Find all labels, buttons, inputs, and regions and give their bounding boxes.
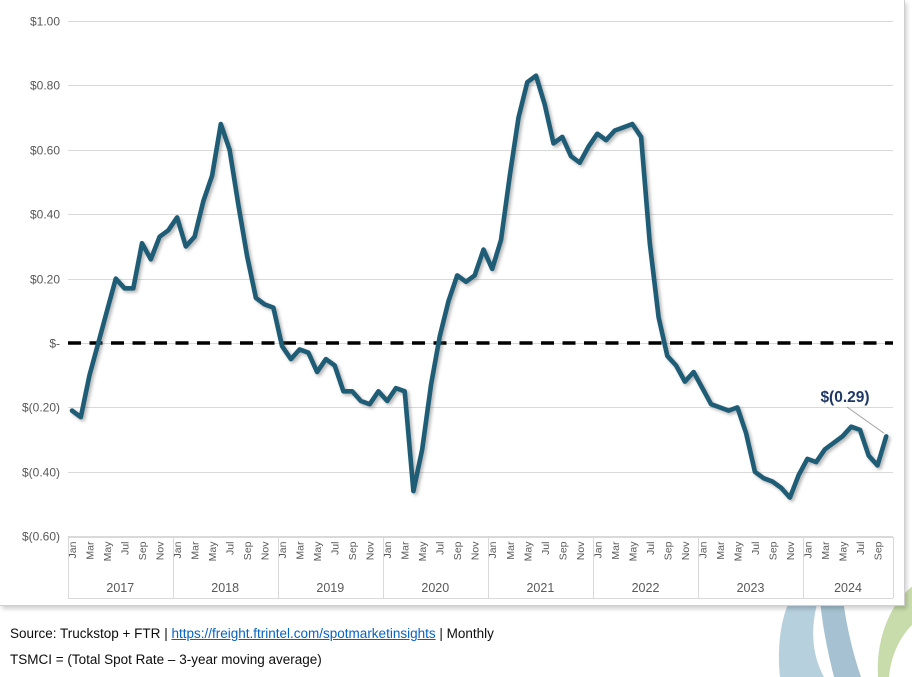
x-axis-month-label: Sep (242, 541, 254, 560)
x-axis-month-label: May (732, 541, 744, 562)
swoosh-band-steel (820, 600, 861, 677)
source-line: Source: Truckstop + FTR | https://freigh… (10, 621, 494, 647)
x-axis-month-label: Jul (540, 542, 552, 555)
x-axis-month-label: Jul (645, 542, 657, 555)
tsmci-chart-panel: $1.00 $0.80 $0.60 $0.40 $0.20 $- $(0.20) $(0.40… (0, 0, 905, 606)
x-axis-month-label: Nov (365, 541, 377, 560)
x-axis-month-label: Jul (225, 542, 237, 555)
definition-line: TSMCI = (Total Spot Rate – 3-year moving… (10, 652, 322, 667)
frequency-text: Monthly (446, 626, 494, 641)
y-axis-tick-label: $0.80 (30, 79, 60, 93)
x-axis-month-label: May (207, 541, 219, 562)
x-axis-month-label: Mar (505, 541, 517, 560)
separator: | (164, 626, 168, 641)
x-axis-month-label: May (417, 541, 429, 562)
source-link[interactable]: https://freight.ftrintel.com/spotmarketi… (171, 626, 436, 641)
y-axis-tick-label: $0.60 (30, 144, 60, 158)
x-axis-year-label: 2023 (737, 581, 765, 595)
x-axis-month-label: Jan (697, 541, 709, 558)
x-axis-month-label: Jul (330, 542, 342, 555)
tsmci-data-line (69, 73, 889, 500)
x-axis-month-label: Mar (400, 541, 412, 560)
x-axis-year-label: 2019 (316, 581, 344, 595)
x-axis-month-label: May (522, 541, 534, 562)
y-axis-tick-label: $(0.40) (22, 466, 60, 480)
x-axis-year-label: 2021 (526, 581, 554, 595)
y-axis-tick-label: $- (49, 337, 60, 351)
x-axis-month-label: Mar (715, 541, 727, 560)
x-axis-month-label: Sep (767, 541, 779, 560)
annotation-leader-line (846, 406, 885, 434)
x-axis-month-label: Nov (155, 541, 167, 560)
x-axis-month-label: May (102, 541, 114, 562)
swoosh-band-green (877, 586, 912, 677)
x-axis-month-label: May (312, 541, 324, 562)
x-axis-year-label: 2020 (421, 581, 449, 595)
x-axis-month-label: Sep (137, 541, 149, 560)
swoosh-band-blue (778, 600, 824, 677)
x-axis-month-label: Nov (470, 541, 482, 560)
x-axis-month-label: May (627, 541, 639, 562)
x-axis-month-label: Jan (67, 541, 79, 558)
x-axis-month-label: Nov (785, 541, 797, 560)
x-axis-month-label: Jan (487, 541, 499, 558)
separator: | (439, 626, 443, 641)
x-axis-year-label: 2017 (106, 581, 134, 595)
x-axis-month-label: Sep (452, 541, 464, 560)
x-axis-month-label: Jan (802, 541, 814, 558)
x-axis-month-label: Mar (295, 541, 307, 560)
x-axis-month-label: May (837, 541, 849, 562)
x-axis-year-label: 2024 (834, 581, 862, 595)
x-axis-month-label: Mar (820, 541, 832, 560)
x-axis-month-label: Jan (382, 541, 394, 558)
x-axis-month-label: Jul (435, 542, 447, 555)
y-axis-tick-label: $0.40 (30, 208, 60, 222)
x-axis-month-label: Jul (750, 542, 762, 555)
x-axis-year-label: 2022 (632, 581, 660, 595)
x-axis-month-label: Sep (557, 541, 569, 560)
x-axis-month-label: Sep (347, 541, 359, 560)
x-axis-month-label: Jul (120, 542, 132, 555)
x-axis-month-label: Sep (873, 541, 885, 560)
x-axis-year-label: 2018 (211, 581, 239, 595)
x-axis-month-label: Mar (190, 541, 202, 560)
y-axis-tick-label: $(0.60) (22, 530, 60, 544)
x-axis-month-label: Nov (680, 541, 692, 560)
x-axis-month-label: Nov (575, 541, 587, 560)
x-axis-month-label: Sep (662, 541, 674, 560)
x-axis-month-label: Mar (85, 541, 97, 560)
chart-footer: Source: Truckstop + FTR | https://freigh… (10, 621, 494, 673)
x-axis-month-label: Jan (277, 541, 289, 558)
y-axis-tick-label: $(0.20) (22, 401, 60, 415)
x-axis-month-label: Jan (172, 541, 184, 558)
y-axis-tick-label: $1.00 (30, 15, 60, 29)
x-axis-month-label: Mar (610, 541, 622, 560)
x-axis-month-label: Nov (260, 541, 272, 560)
last-value-annotation: $(0.29) (820, 389, 869, 406)
source-text: Source: Truckstop + FTR (10, 626, 161, 641)
x-axis-month-label: Jul (855, 542, 867, 555)
x-axis-month-label: Jan (592, 541, 604, 558)
y-axis-tick-label: $0.20 (30, 273, 60, 287)
tsmci-line-chart: $1.00 $0.80 $0.60 $0.40 $0.20 $- $(0.20) $(0.40… (22, 15, 894, 599)
